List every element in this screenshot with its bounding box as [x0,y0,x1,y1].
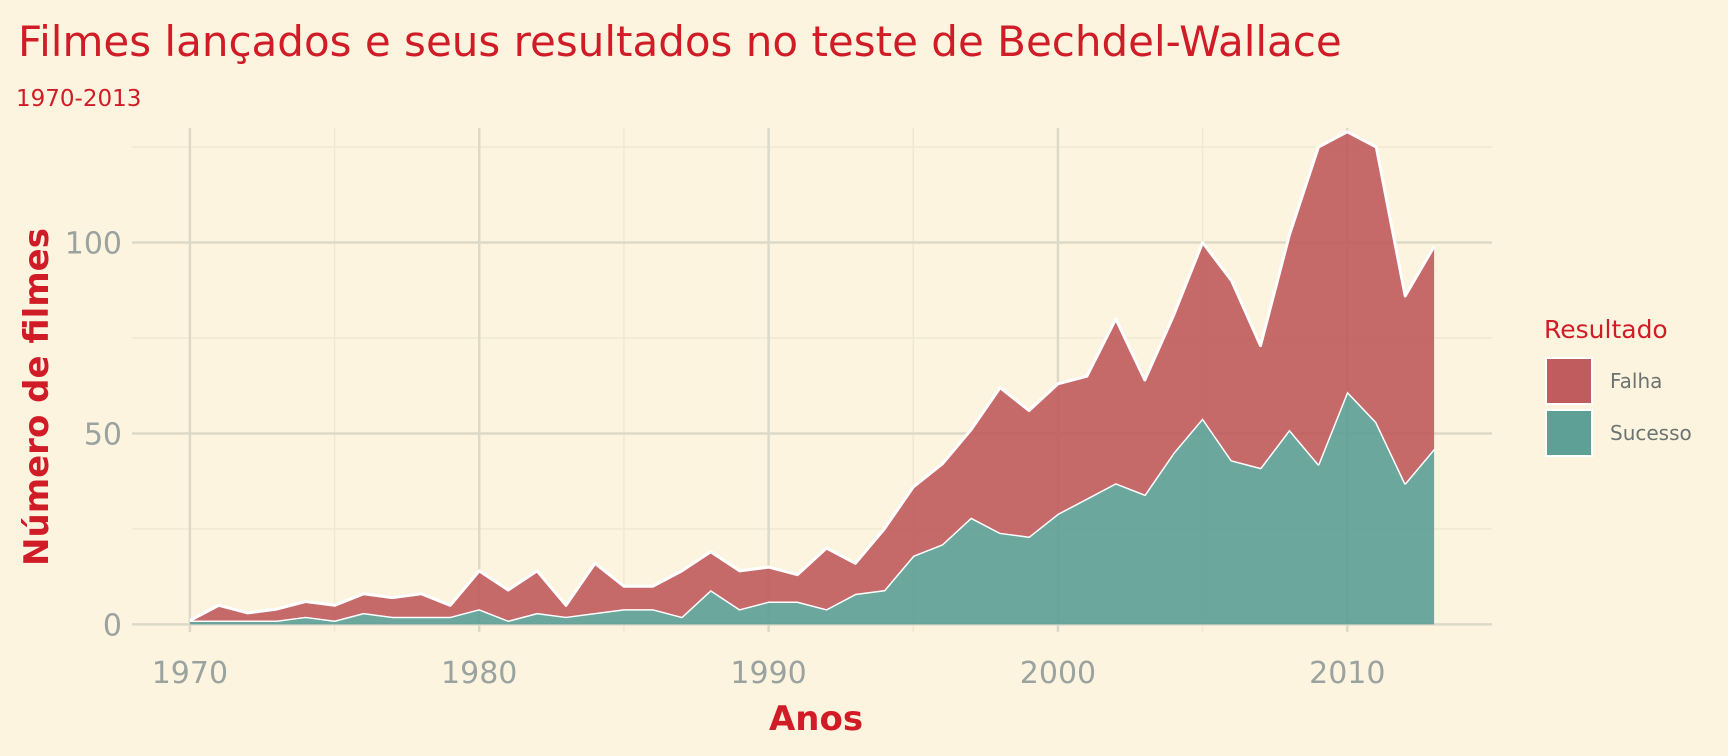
legend-label-falha: Falha [1610,369,1662,393]
area-sucesso [189,391,1435,625]
legend-label-sucesso: Sucesso [1610,421,1692,445]
x-tick-label: 1990 [730,656,806,691]
y-tick-label: 100 [65,227,122,262]
x-axis: 1970 1980 1990 2000 2010 [152,656,1386,691]
legend-key-falha [1545,357,1593,405]
x-tick-label: 1970 [152,656,228,691]
y-axis-title: Número de filmes [17,228,57,566]
x-tick-label: 1980 [441,656,517,691]
chart-title: Filmes lançados e seus resultados no tes… [18,17,1342,66]
legend-key-sucesso [1545,409,1593,457]
line-falha [189,130,1436,622]
legend-title: Resultado [1544,315,1668,344]
area-falha [189,131,1435,621]
y-tick-label: 0 [103,608,122,643]
legend: Resultado Falha Sucesso [1544,315,1692,457]
x-axis-title: Anos [769,699,863,739]
y-axis: 0 50 100 [65,227,122,644]
x-tick-label: 2010 [1309,656,1385,691]
x-tick-label: 2000 [1020,656,1096,691]
chart-subtitle: 1970-2013 [16,86,141,112]
area-series [189,130,1436,625]
y-tick-label: 50 [84,417,122,452]
